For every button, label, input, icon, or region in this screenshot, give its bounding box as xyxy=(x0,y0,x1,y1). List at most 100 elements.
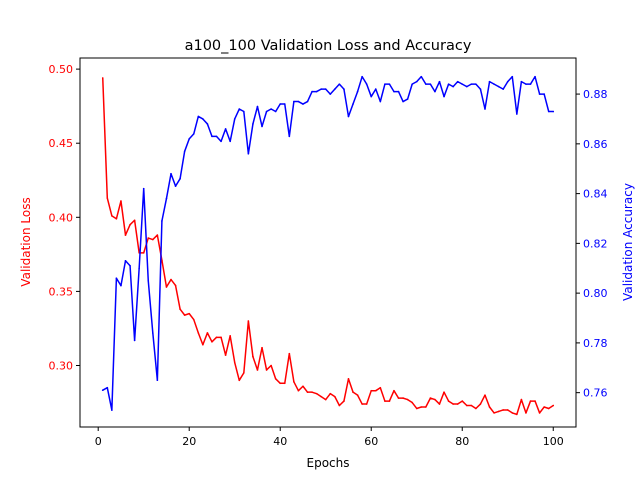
loss-point xyxy=(506,409,509,411)
loss-point xyxy=(334,395,336,398)
accuracy-point xyxy=(529,83,532,85)
loss-point xyxy=(475,407,477,410)
x-tick-label: 100 xyxy=(543,435,564,448)
loss-point xyxy=(447,400,450,402)
accuracy-point xyxy=(488,80,491,83)
accuracy-point xyxy=(397,90,400,93)
loss-point xyxy=(306,391,309,393)
accuracy-point xyxy=(320,88,322,90)
accuracy-point xyxy=(238,108,241,110)
accuracy-point xyxy=(447,83,450,85)
accuracy-point xyxy=(402,100,404,103)
accuracy-point xyxy=(343,88,345,90)
loss-point xyxy=(429,397,432,399)
loss-point xyxy=(534,400,536,402)
loss-point xyxy=(461,400,464,402)
accuracy-point xyxy=(415,80,418,83)
loss-point xyxy=(324,398,327,401)
loss-point xyxy=(293,381,295,383)
accuracy-point xyxy=(233,118,236,120)
x-tick-label: 60 xyxy=(364,435,378,448)
loss-point xyxy=(192,318,195,321)
loss-point xyxy=(493,412,495,414)
loss-point xyxy=(170,278,172,281)
accuracy-point xyxy=(261,125,263,128)
loss-point xyxy=(270,364,272,367)
accuracy-point xyxy=(279,103,282,105)
loss-point xyxy=(388,400,391,402)
loss-point xyxy=(111,215,113,217)
loss-point xyxy=(538,412,541,414)
loss-point xyxy=(302,385,304,388)
accuracy-point xyxy=(297,100,300,103)
accuracy-point xyxy=(388,83,391,85)
y-right-tick-label: 0.80 xyxy=(583,287,608,300)
loss-point xyxy=(188,312,191,315)
loss-point xyxy=(384,400,386,402)
loss-point xyxy=(415,407,418,410)
accuracy-point xyxy=(138,267,140,270)
loss-point xyxy=(406,398,409,401)
accuracy-point xyxy=(479,88,482,90)
loss-point xyxy=(356,394,359,396)
accuracy-point xyxy=(525,83,527,85)
accuracy-point xyxy=(101,389,104,391)
loss-point xyxy=(329,392,332,395)
loss-point xyxy=(434,398,436,401)
loss-point xyxy=(397,397,400,399)
loss-point xyxy=(338,404,341,407)
loss-point xyxy=(256,369,259,371)
loss-point xyxy=(211,340,213,343)
loss-point xyxy=(152,238,154,241)
accuracy-point xyxy=(538,93,541,95)
accuracy-point xyxy=(188,138,191,140)
y-left-tick-label: 0.35 xyxy=(49,285,74,298)
accuracy-point xyxy=(142,187,145,190)
loss-point xyxy=(115,217,118,220)
loss-point xyxy=(224,354,227,356)
loss-point xyxy=(311,391,313,393)
loss-point xyxy=(529,400,532,402)
y-left-tick-label: 0.50 xyxy=(49,63,74,76)
accuracy-point xyxy=(197,115,200,118)
loss-point xyxy=(238,379,241,382)
loss-point xyxy=(511,412,514,414)
accuracy-point xyxy=(274,110,277,113)
accuracy-point xyxy=(270,108,272,110)
accuracy-point xyxy=(334,88,336,90)
accuracy-point xyxy=(174,185,177,187)
accuracy-point xyxy=(152,332,154,334)
accuracy-point xyxy=(347,115,350,118)
accuracy-point xyxy=(456,80,459,83)
loss-point xyxy=(393,389,395,392)
loss-point xyxy=(129,223,131,226)
loss-point xyxy=(197,332,200,334)
loss-point xyxy=(283,382,286,385)
loss-point xyxy=(274,378,277,380)
accuracy-point xyxy=(502,88,504,90)
accuracy-point xyxy=(115,277,118,280)
accuracy-point xyxy=(506,80,509,83)
accuracy-point xyxy=(265,110,268,113)
accuracy-point xyxy=(120,284,122,287)
loss-point xyxy=(516,413,518,416)
accuracy-point xyxy=(461,83,464,85)
accuracy-point xyxy=(329,93,332,95)
accuracy-point xyxy=(547,110,550,113)
loss-point xyxy=(174,284,177,287)
accuracy-point xyxy=(243,110,245,113)
loss-point xyxy=(488,406,491,408)
accuracy-point xyxy=(156,379,159,382)
accuracy-point xyxy=(443,95,445,98)
y-right-axis-label: Validation Accuracy xyxy=(621,183,635,301)
accuracy-point xyxy=(170,172,172,175)
accuracy-point xyxy=(511,75,514,78)
accuracy-point xyxy=(425,83,427,85)
loss-series xyxy=(101,77,555,416)
accuracy-point xyxy=(452,85,454,88)
accuracy-point xyxy=(393,90,395,93)
loss-point xyxy=(402,397,404,399)
accuracy-point xyxy=(374,88,377,90)
loss-point xyxy=(206,332,209,334)
loss-point xyxy=(124,234,127,236)
